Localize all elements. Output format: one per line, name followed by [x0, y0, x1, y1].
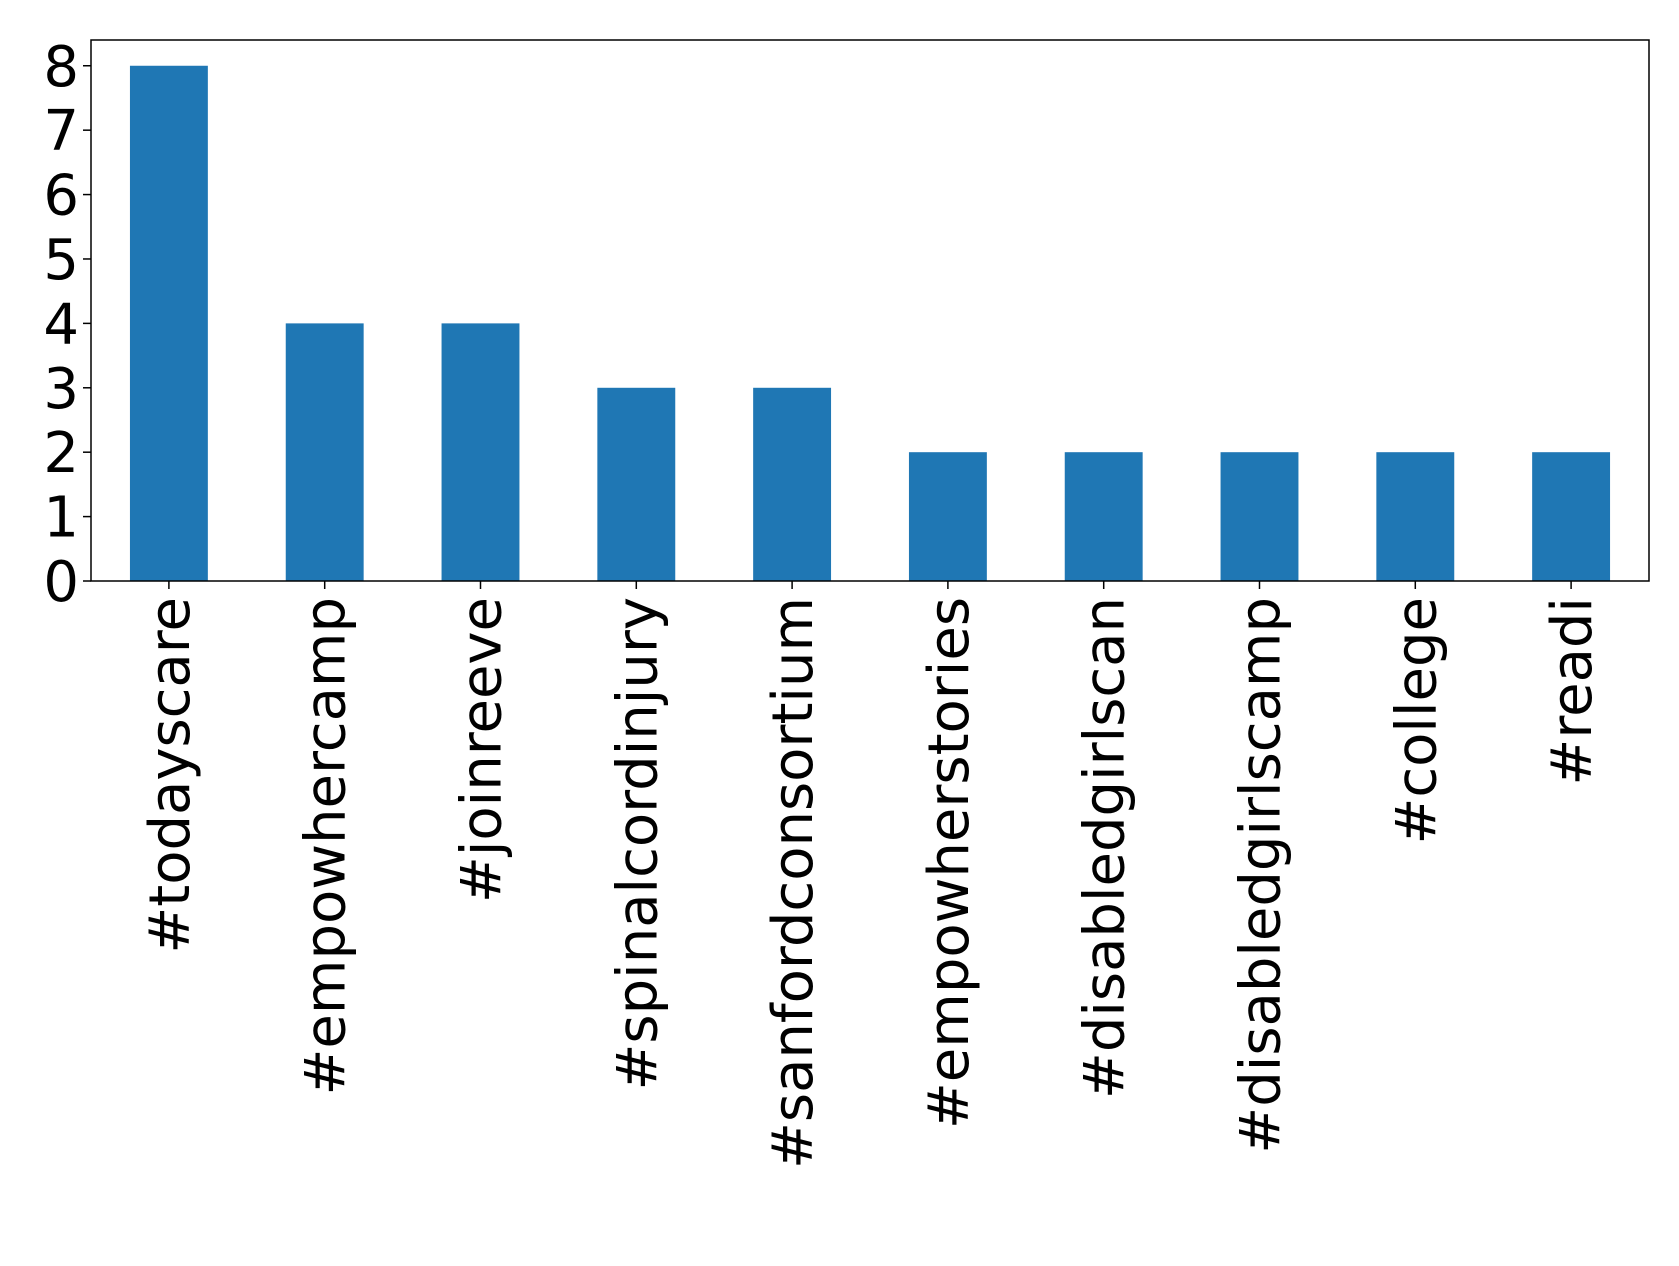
x-tick-label: #todayscare [138, 597, 203, 954]
bar [441, 323, 520, 581]
bar [1220, 452, 1299, 581]
x-tick-label: #disabledgirlscan [1073, 597, 1138, 1099]
y-tick-label: 1 [43, 486, 79, 551]
y-tick-label: 2 [43, 421, 79, 486]
x-tick-label: #college [1384, 597, 1449, 845]
bar [753, 387, 832, 581]
x-tick-label: #joinreeve [450, 597, 515, 903]
y-tick-label: 0 [43, 550, 79, 615]
x-tick-label: #empowhercamp [294, 597, 359, 1095]
bar [908, 452, 987, 581]
y-tick-label: 8 [43, 35, 79, 100]
x-tick-label: #spinalcordinjury [605, 597, 670, 1090]
x-tick-label: #disabledgirlscamp [1229, 597, 1294, 1154]
bar [1376, 452, 1455, 581]
y-tick-label: 7 [43, 99, 79, 164]
x-tick-label: #sanfordconsortium [761, 597, 826, 1169]
bar [597, 387, 676, 581]
x-tick-label: #empowherstories [917, 597, 982, 1129]
axes-frame [90, 39, 1650, 582]
y-tick-label: 4 [43, 292, 79, 357]
bar [285, 323, 364, 581]
bar [1064, 452, 1143, 581]
y-tick-label: 5 [43, 228, 79, 293]
bar [129, 65, 208, 581]
y-tick-label: 6 [43, 164, 79, 229]
y-tick-label: 3 [43, 357, 79, 422]
bar [1532, 452, 1611, 581]
x-tick-label: #readi [1540, 597, 1605, 786]
